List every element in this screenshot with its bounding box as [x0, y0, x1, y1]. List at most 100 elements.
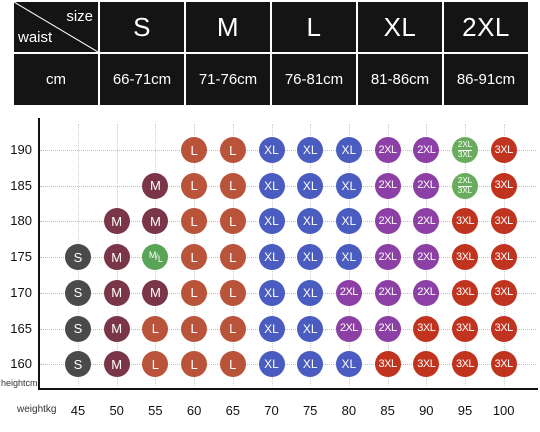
size-dot-s: S: [65, 279, 91, 306]
size-header-label: size: [66, 8, 93, 25]
size-dot-m: M: [103, 244, 130, 271]
size-dot-l: L: [181, 351, 208, 378]
size-dot-l: L: [219, 244, 246, 271]
size-dot-xl: XL: [297, 172, 324, 199]
size-dot-xl: XL: [335, 351, 362, 378]
size-dot-3xl: 3XL: [452, 279, 478, 306]
size-dot-xl: XL: [258, 244, 285, 271]
size-dot-l: L: [219, 279, 246, 306]
y-tick-165: 165: [10, 320, 32, 336]
gridline-180: [40, 221, 536, 223]
size-dot-xl: XL: [297, 351, 324, 378]
y-tick-170: 170: [10, 284, 32, 300]
size-dot-l: L: [181, 279, 208, 306]
x-axis-line: [38, 388, 538, 390]
size-dot-3xl: 3XL: [452, 315, 478, 342]
size-dot-xl: XL: [258, 172, 285, 199]
size-dot-xl: XL: [258, 279, 285, 306]
x-tick-85: 85: [380, 403, 395, 418]
size-dot-m: M: [103, 315, 130, 342]
size-dot-3xl: 3XL: [413, 315, 440, 342]
size-dot-3xl: 3XL: [452, 244, 478, 271]
size-dot-2xl: 2XL: [374, 279, 401, 306]
size-dot-xl: XL: [335, 172, 362, 199]
gridline-175: [40, 257, 536, 259]
size-dot-2xl: 2XL: [413, 208, 440, 235]
y-axis-title: heightcm: [1, 378, 38, 388]
y-axis-line: [38, 118, 40, 388]
gridline-185: [40, 185, 536, 187]
x-tick-95: 95: [457, 403, 473, 418]
size-dot-l: L: [181, 172, 208, 199]
size-dot-m: M: [103, 279, 130, 306]
size-dot-l: L: [219, 172, 246, 199]
size-dot-xl: XL: [258, 315, 285, 342]
size-dot-m: M: [142, 208, 169, 235]
size-dot-l: L: [181, 315, 208, 342]
size-dot-xl: XL: [258, 137, 285, 163]
size-dot-xl: XL: [335, 208, 362, 235]
size-dot-3xl: 3XL: [490, 172, 517, 199]
size-dot-2xl: 2XL: [335, 315, 362, 342]
size-dot-2xl: 2XL: [413, 279, 440, 306]
size-table: size waist S M L XL 2XL cm 66-71cm 71-76…: [14, 2, 528, 105]
size-dot-xl: XL: [297, 244, 324, 271]
size-dot-3xl: 3XL: [490, 137, 517, 163]
gridline-170: [40, 292, 536, 294]
gridline-190: [40, 150, 536, 151]
x-axis-title: weightkg: [17, 404, 57, 415]
size-dot-l: L: [181, 244, 208, 271]
size-dot-2xl: 2XL: [374, 315, 401, 342]
waist-header-label: waist: [18, 29, 53, 46]
waist-range-s: 66-71cm: [100, 54, 184, 105]
size-dot-m: M: [103, 208, 130, 235]
size-dot-2xl: 2XL: [413, 137, 440, 163]
x-tick-65: 65: [225, 403, 241, 418]
x-tick-70: 70: [264, 403, 279, 418]
size-dot-3xl: 3XL: [452, 208, 478, 235]
gridline-165: [40, 328, 536, 330]
waist-range-xl: 81-86cm: [358, 54, 442, 105]
size-dot-xl: XL: [297, 137, 324, 163]
size-dot-s: S: [65, 315, 91, 342]
x-tick-55: 55: [148, 403, 163, 418]
size-dot-l: L: [142, 351, 169, 378]
size-dot-2xl: 2XL: [374, 208, 401, 235]
corner-diagonal: [14, 2, 98, 52]
size-header-l: L: [272, 2, 356, 52]
waist-range-l: 76-81cm: [272, 54, 356, 105]
size-dot-l: L: [142, 315, 169, 342]
size-dot-2xl-3xl: 2XL 3XL: [452, 172, 478, 199]
size-dot-2xl: 2XL: [413, 244, 440, 271]
size-dot-m: M: [142, 172, 169, 199]
size-dot-m: M: [103, 351, 130, 378]
size-chart: heightcm weightkg 190 185 180 175 170 165 160 4…: [0, 110, 540, 432]
y-tick-185: 185: [10, 177, 32, 193]
size-dot-2xl: 2XL: [413, 172, 440, 199]
size-dot-l: L: [219, 315, 246, 342]
size-dot-l: L: [181, 137, 208, 163]
size-dot-2xl: 2XL: [374, 137, 401, 163]
size-dot-2xl: 2XL: [335, 279, 362, 306]
y-tick-160: 160: [10, 356, 32, 372]
y-tick-175: 175: [10, 249, 32, 265]
size-dot-3xl: 3XL: [490, 244, 517, 271]
size-dot-3xl: 3XL: [490, 351, 517, 378]
gridline-160: [40, 364, 536, 366]
size-dot-m: M: [142, 279, 169, 306]
waist-range-2xl: 86-91cm: [444, 54, 528, 105]
x-tick-50: 50: [109, 403, 124, 418]
size-header-s: S: [100, 2, 184, 52]
x-tick-90: 90: [419, 403, 434, 418]
size-dot-3xl: 3XL: [413, 351, 440, 378]
size-dot-l: L: [219, 351, 246, 378]
size-dot-xl: XL: [297, 279, 324, 306]
y-tick-180: 180: [10, 213, 32, 229]
size-header-2xl: 2XL: [444, 2, 528, 52]
x-tick-75: 75: [302, 403, 318, 418]
table-corner-cell: size waist: [14, 2, 98, 52]
x-tick-45: 45: [70, 403, 86, 418]
size-dot-2xl: 2XL: [374, 172, 401, 199]
size-dot-3xl: 3XL: [490, 315, 517, 342]
size-dot-2xl: 2XL: [374, 244, 401, 271]
